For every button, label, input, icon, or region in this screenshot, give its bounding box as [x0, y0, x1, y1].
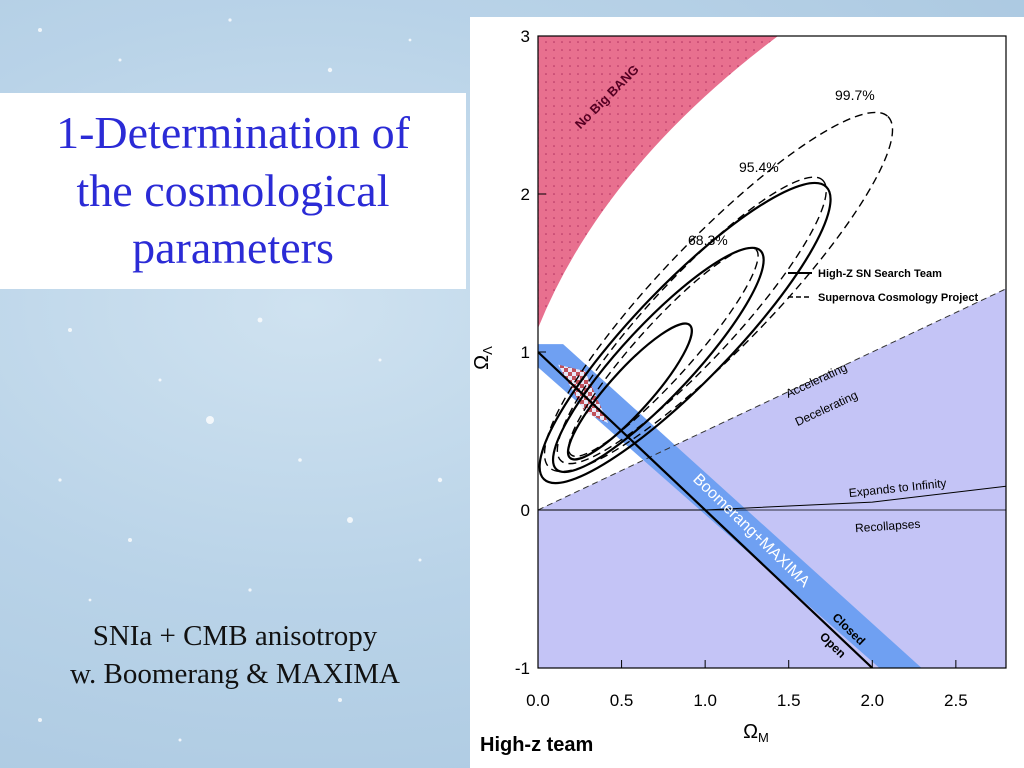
decelerating-region — [538, 288, 1006, 668]
contour-95-high-z — [551, 246, 765, 474]
confidence-label-68: 68.3% — [688, 232, 728, 248]
legend: High-Z SN Search Team Supernova Cosmolog… — [788, 268, 978, 304]
subtitle-line-1: SNIa + CMB anisotropy — [92, 620, 378, 652]
slide-subtitle: SNIa + CMB anisotropy w. Boomerang & MAX… — [0, 618, 470, 693]
subtitle-line-2: w. Boomerang & MAXIMA — [70, 657, 400, 690]
contour-99-scp — [543, 111, 894, 473]
contour-68-scp — [567, 246, 759, 458]
no-big-bang-dots — [538, 36, 779, 329]
x-tick-label: 1.5 — [777, 691, 801, 710]
contour-95-scp — [556, 176, 827, 465]
y-tick-label: 1 — [521, 343, 530, 362]
recollapses-label: Recollapses — [855, 517, 921, 536]
cmb-band — [538, 344, 922, 668]
y-tick-label: 0 — [521, 501, 530, 520]
y-axis-label: ΩΛ — [471, 346, 495, 370]
starfield-background — [38, 18, 443, 742]
x-tick-label: 2.5 — [944, 691, 968, 710]
x-axis-label: ΩM — [743, 721, 769, 745]
y-tick-label: -1 — [515, 659, 530, 678]
x-tick-label: 2.0 — [860, 691, 884, 710]
x-tick-label: 0.0 — [526, 691, 550, 710]
flat-universe-line — [538, 351, 874, 668]
legend-entry-high-z: High-Z SN Search Team — [818, 268, 942, 280]
accel-decel-line — [538, 288, 1006, 511]
title-panel — [0, 93, 466, 289]
y-tick-label: 2 — [521, 185, 530, 204]
confidence-label-99: 99.7% — [835, 87, 875, 103]
contour-68-high-z — [566, 322, 693, 461]
slide-title: 1-Determination of the cosmological para… — [56, 107, 410, 273]
legend-entry-scp: Supernova Cosmology Project — [818, 292, 978, 304]
y-tick-label: 3 — [521, 27, 530, 46]
confidence-label-95: 95.4% — [739, 159, 779, 175]
credit-label: High-z team — [480, 734, 594, 756]
x-tick-label: 1.0 — [693, 691, 717, 710]
x-tick-label: 0.5 — [610, 691, 634, 710]
